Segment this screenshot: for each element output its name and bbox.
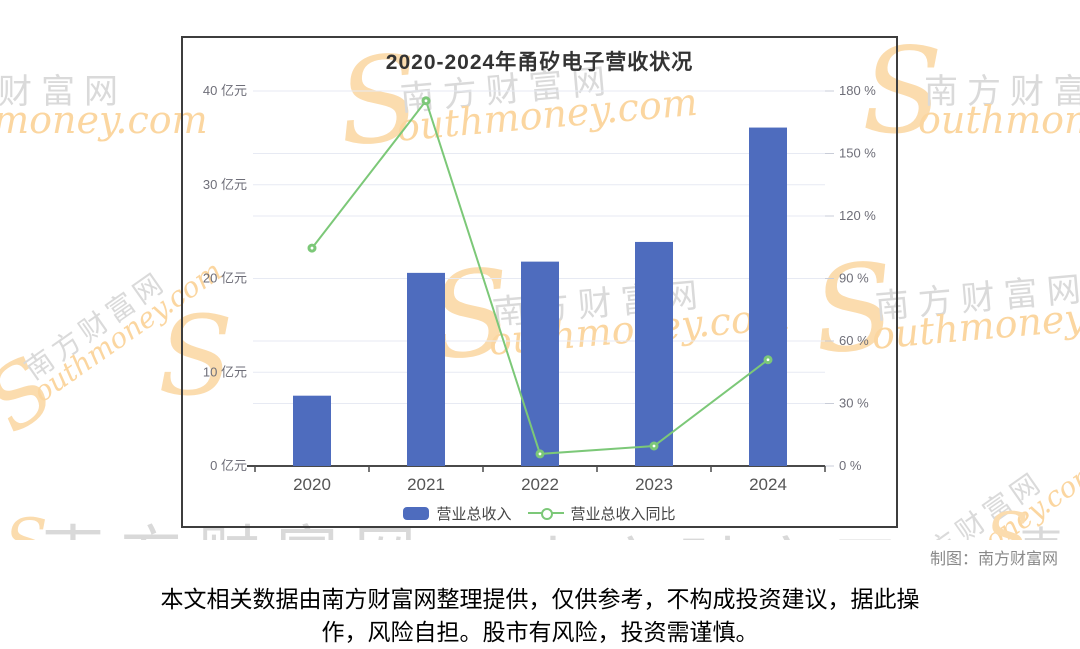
left-axis-tick-label: 40 亿元 [203,83,247,98]
watermark-zh-text: 南方财富网 [873,269,1080,327]
watermark-zh-text: 南方财富网 [924,73,1080,111]
chart-plot: 40 亿元 30 亿元 20 亿元 10 亿元 0 亿元 180 % 150 % 120 % 9… [203,83,876,494]
bar-2022 [521,261,559,466]
disclaimer-line-1: 本文相关数据由南方财富网整理提供，仅供参考，不构成投资建议，据此操 [160,586,920,612]
watermark-zh-text: 南方财富网 [896,465,1050,540]
legend-bar-swatch-icon [403,506,430,520]
watermark-s-icon: S [0,338,72,452]
watermark-zh-text: 南方财富网 [19,265,173,386]
watermark-zh-text: 南方 [1020,514,1080,540]
left-axis-tick-label: 20 亿元 [203,271,247,286]
watermark-en-text: outhmoney.com [869,287,1080,358]
legend-label: 营业总收入 [436,505,512,523]
bar-2020 [293,395,331,466]
right-axis-tick-label: 120 % [839,208,876,223]
legend-item-revenue: 营业总收入 [403,503,512,524]
yoy-point-center [766,358,770,362]
right-axis-tick-label: 90 % [839,271,869,286]
bar-2024 [749,127,787,466]
yoy-point-center [652,444,656,448]
yoy-point-center [538,452,542,456]
bar-2023 [635,241,673,466]
x-axis-label-2021: 2021 [407,475,445,494]
watermark-en-text: outhmoney.com [903,454,1080,540]
left-axis-tick-label: 10 亿元 [203,364,247,379]
chart-title: 2020-2024年甬矽电子营收状况 [385,51,694,74]
credit-text: 制图：南方财富网 [929,551,1058,568]
right-axis-tick-label: 60 % [839,333,869,348]
legend-line-marker-icon [527,507,564,520]
right-axis-tick-label: 0 % [839,458,862,473]
watermark-en-text: outhmoney.com [918,98,1080,142]
bar-2021 [407,272,445,466]
watermark-tile: S 南方财富网 outhmoney.com [0,50,208,180]
x-axis-label-2023: 2023 [635,475,673,494]
chart-legend: 营业总收入 营业总收入同比 [183,501,896,525]
watermark-en-text: outhmoney.com [0,98,208,142]
legend-label: 营业总收入同比 [570,505,676,523]
right-axis-tick-label: 180 % [839,83,876,98]
yoy-point-center [424,99,428,103]
disclaimer-line-2: 作，风险自担。股市有风险，投资需谨慎。 [321,619,759,645]
watermark-s-icon: S [4,506,48,540]
chart-card: 2020-2024年甬矽电子营收状况 40 亿元 30 亿元 20 亿元 10 亿元 0… [181,36,898,528]
watermark-zh-text: 南方财富网 [0,73,127,111]
x-axis-label-2024: 2024 [749,475,787,494]
left-axis-tick-label: 30 亿元 [203,177,247,192]
right-axis-tick-label: 30 % [839,396,869,411]
left-axis-tick-label: 0 亿元 [210,458,247,473]
x-axis-label-2022: 2022 [521,475,559,494]
right-axis-tick-label: 150 % [839,146,876,161]
legend-item-yoy: 营业总收入同比 [527,503,676,524]
watermark-s-icon: S [985,500,1029,540]
x-axis-label-2020: 2020 [293,475,331,494]
yoy-point-center [310,246,314,250]
disclaimer-text: 本文相关数据由南方财富网整理提供，仅供参考，不构成投资建议，据此操 作，风险自担… [0,583,1080,649]
